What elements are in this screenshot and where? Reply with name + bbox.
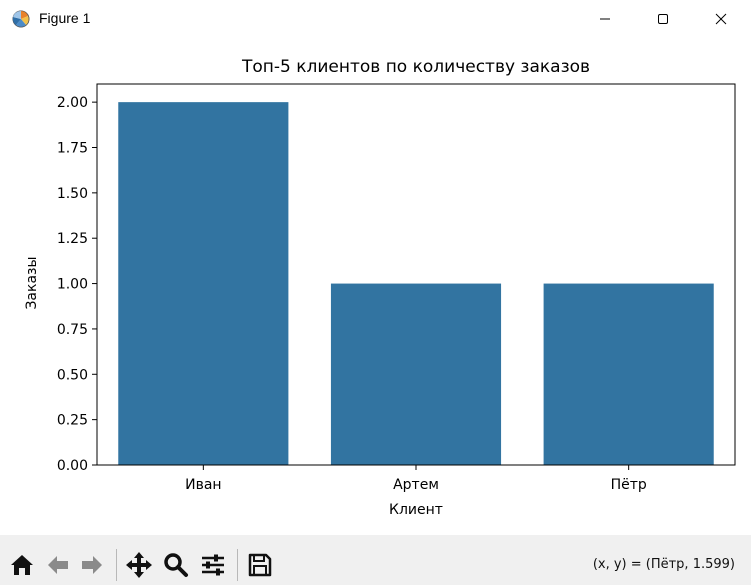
- x-axis-label: Клиент: [389, 502, 443, 518]
- configure-subplots-button[interactable]: [199, 551, 227, 579]
- save-icon: [248, 553, 272, 577]
- save-button[interactable]: [246, 551, 274, 579]
- x-tick-label: Артем: [393, 477, 439, 493]
- bars-group: [118, 102, 714, 466]
- y-tick-label: 1.25: [57, 231, 88, 247]
- configure-subplots-icon: [202, 554, 224, 576]
- minimize-icon: [600, 18, 610, 19]
- forward-button[interactable]: [78, 551, 106, 579]
- toolbar-separator: [116, 549, 117, 581]
- y-tick-label: 2.00: [57, 95, 88, 111]
- axes-frame: [96, 83, 736, 466]
- home-button[interactable]: [8, 551, 36, 579]
- forward-icon: [82, 556, 102, 574]
- pan-icon: [126, 552, 152, 578]
- y-axis: 0.00 0.25 0.50 0.75 1.00 1.25 1.50 1.75 2.00: [57, 95, 97, 474]
- minimize-button[interactable]: [576, 0, 634, 37]
- y-tick-label: 0.50: [57, 367, 88, 383]
- x-tick-label: Иван: [185, 477, 221, 493]
- cursor-coordinates: (x, y) = (Пётр, 1.599): [592, 557, 735, 572]
- close-icon: [715, 13, 727, 24]
- y-tick-label: 1.00: [57, 277, 88, 293]
- bar-1: [330, 283, 502, 465]
- window-titlebar: Figure 1: [0, 0, 751, 37]
- navigation-toolbar: (x, y) = (Пётр, 1.599): [0, 535, 751, 585]
- home-icon: [11, 555, 33, 575]
- window-title: Figure 1: [39, 10, 91, 26]
- back-button[interactable]: [44, 551, 72, 579]
- zoom-button[interactable]: [162, 551, 190, 579]
- y-tick-label: 0.25: [57, 413, 88, 429]
- y-tick-label: 0.75: [57, 322, 88, 338]
- x-axis: Иван Артем Пётр: [185, 465, 647, 493]
- maximize-button[interactable]: [634, 0, 692, 37]
- maximize-icon: [658, 13, 668, 24]
- bar-2: [543, 283, 714, 465]
- y-tick-label: 0.00: [57, 458, 88, 474]
- chart-title: Топ-5 клиентов по количеству заказов: [241, 57, 590, 77]
- bar-0: [118, 102, 289, 466]
- matplotlib-logo-icon: [11, 9, 31, 29]
- y-tick-label: 1.50: [57, 186, 88, 202]
- y-axis-label: Заказы: [24, 256, 40, 309]
- x-tick-label: Пётр: [611, 477, 647, 493]
- figure-canvas[interactable]: Топ-5 клиентов по количеству заказов 0.0…: [0, 37, 751, 535]
- close-button[interactable]: [692, 0, 750, 37]
- back-icon: [48, 556, 68, 574]
- zoom-icon: [164, 553, 188, 577]
- pan-button[interactable]: [125, 551, 153, 579]
- toolbar-separator: [237, 549, 238, 581]
- y-tick-label: 1.75: [57, 141, 88, 157]
- bar-chart: Топ-5 клиентов по количеству заказов 0.0…: [24, 57, 736, 518]
